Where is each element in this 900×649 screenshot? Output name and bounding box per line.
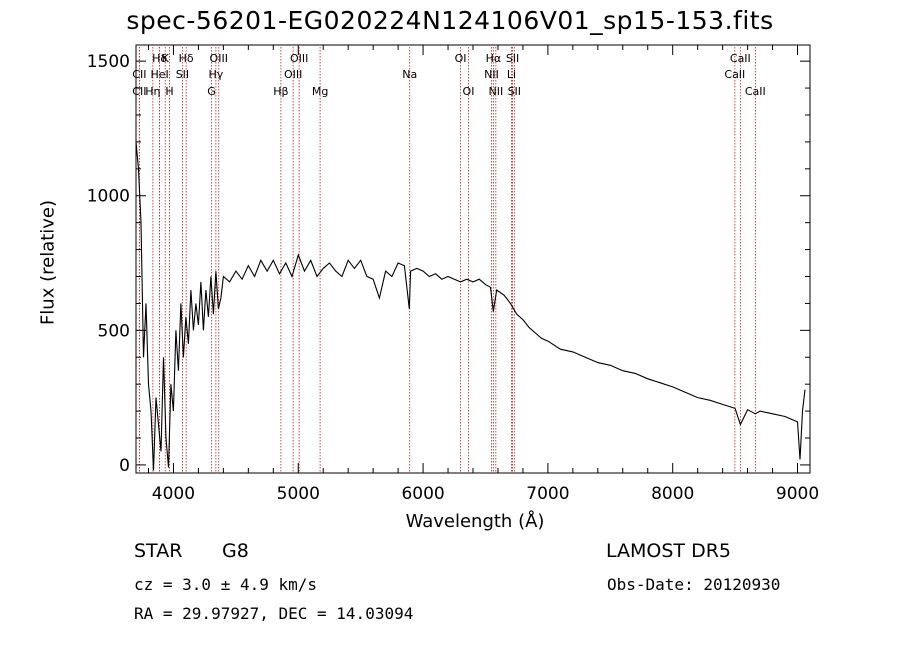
line-label-11: SII [176,68,189,81]
line-label-21: G [207,85,216,98]
line-label-15: NII [484,68,499,81]
line-label-7: SII [506,52,519,65]
y-tick-label-0: 0 [119,456,130,476]
survey-name: LAMOST DR5 [606,540,731,562]
obs-date: Obs-Date: 20120930 [607,575,781,594]
line-label-14: Na [402,68,417,81]
y-tick-label-3: 1500 [87,52,130,72]
line-label-20: H [165,85,173,98]
line-label-6: Hα [486,52,502,65]
line-label-12: Hγ [208,68,223,81]
spectrum-line [135,141,806,471]
line-label-3: OIII [210,52,228,65]
line-markers [138,47,756,472]
plot-frame [135,44,811,474]
line-label-10: HeI [150,68,168,81]
line-label-17: CaII [724,68,745,81]
line-label-27: CaII [745,85,766,98]
line-label-1: K [162,52,170,65]
line-label-16: Li [507,68,516,81]
y-tick-label-2: 1000 [87,187,130,207]
line-label-23: Mg [312,85,328,98]
x-tick-label-2: 6000 [401,484,444,504]
x-tick-label-4: 8000 [651,484,694,504]
x-tick-label-1: 5000 [277,484,320,504]
coordinates: RA = 29.97927, DEC = 14.03094 [134,604,414,623]
x-tick-label-5: 9000 [776,484,819,504]
line-label-5: OI [455,52,467,65]
line-label-8: CaII [730,52,751,65]
line-label-24: OI [463,85,475,98]
x-tick-label-3: 7000 [526,484,569,504]
x-axis-label: Wavelength (Å) [405,511,545,532]
line-label-2: Hδ [179,52,194,65]
y-axis-label: Flux (relative) [37,199,59,326]
y-tick-label-1: 500 [98,321,130,341]
x-tick-label-0: 4000 [152,484,195,504]
line-label-4: OIII [290,52,308,65]
line-label-13: OIII [284,68,302,81]
star-class: STAR [134,540,183,562]
line-label-19: Hη [145,85,160,98]
line-label-9: CII [132,68,146,81]
chart-title: spec-56201-EG020224N124106V01_sp15-153.f… [126,6,774,35]
line-label-0: Hδ [152,52,167,65]
plot-axes: 4000 5000 6000 7000 8000 9000 0 500 1000 1500 [87,44,819,504]
line-label-22: Hβ [273,85,288,98]
line-label-26: SII [508,85,521,98]
star-subclass: G8 [222,540,249,562]
line-label-25: NII [488,85,503,98]
redshift-cz: cz = 3.0 ± 4.9 km/s [134,575,318,594]
